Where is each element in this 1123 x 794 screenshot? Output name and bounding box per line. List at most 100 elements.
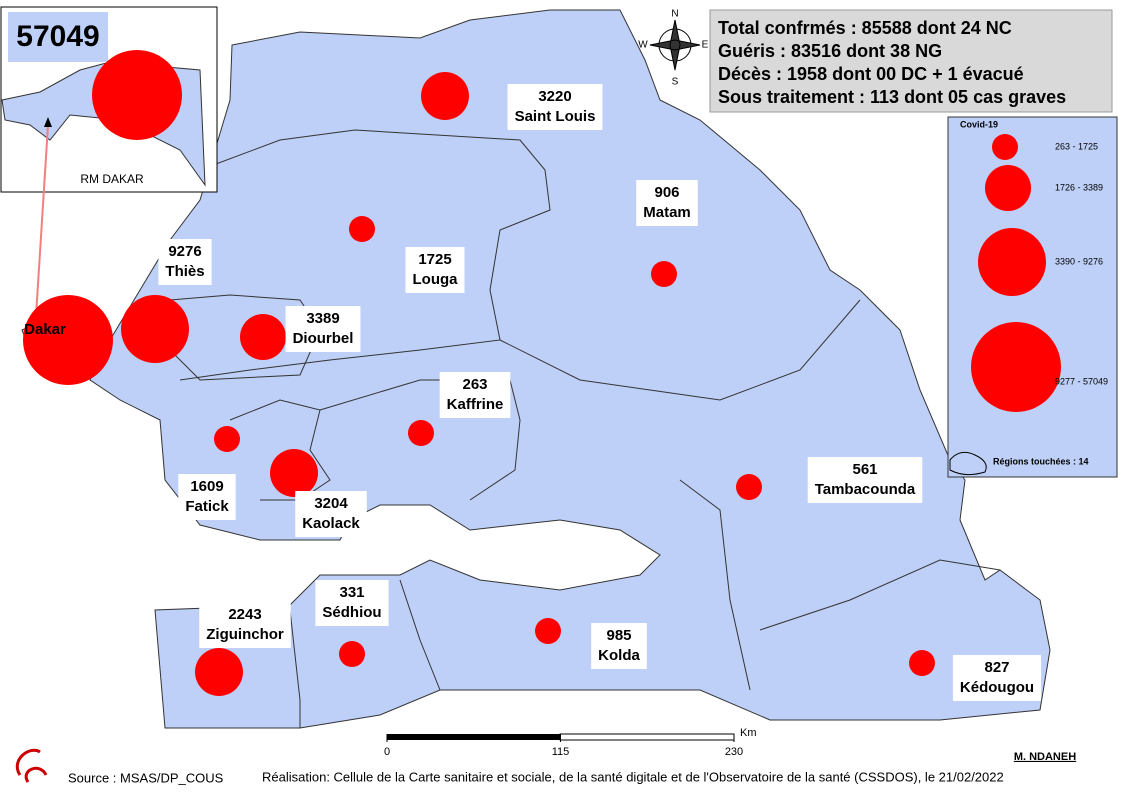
region-cases: 561 [852,461,877,478]
region-name: Dakar [24,321,66,338]
summary-line: Total confrmés : 85588 dont 24 NC [718,18,1012,38]
label-box [636,180,698,226]
legend-class: 9277 - 57049 [1055,376,1108,386]
legend-box [947,116,1118,478]
scale-unit: Km [740,727,757,739]
region-cases: 263 [462,376,487,393]
case-circle [270,449,318,497]
label-box [952,655,1042,701]
region-name: Kédougou [960,679,1034,696]
summary-line: Guéris : 83516 dont 38 NG [718,41,942,61]
label-box [158,239,212,285]
region-cases: 1609 [190,478,223,495]
summary-box [709,9,1113,113]
region-cases: 3220 [538,88,571,105]
label-box [405,247,465,293]
legend-circle [978,228,1046,296]
legend-circle [985,165,1031,211]
inset-pointer [34,124,49,333]
summary-line: Décès : 1958 dont 00 DC + 1 évacué [718,64,1024,84]
legend-class: 3390 - 9276 [1055,256,1103,266]
region-name: Thiès [165,263,204,280]
label-box [178,474,236,520]
label-box [199,602,291,648]
case-circle [92,50,182,140]
case-circle [909,650,935,676]
region-cases: 331 [339,584,364,601]
pointer-arrow [44,117,52,127]
region-name: Kaffrine [447,396,504,413]
region-name: Louga [413,271,459,288]
label-box [439,372,511,418]
case-circle [349,216,375,242]
case-circle [408,420,434,446]
case-circle [214,426,240,452]
compass-letter: S [672,77,679,88]
legend-circle [971,322,1061,412]
label-box [315,580,389,626]
case-circle [651,261,677,287]
case-circle [240,314,286,360]
inset-count: 57049 [16,20,99,53]
region-cases: 906 [654,184,679,201]
case-circle [23,295,113,385]
compass [649,19,701,71]
region-name: Tambacounda [815,481,916,498]
summary-line: Sous traitement : 113 dont 05 cas graves [718,87,1066,107]
border [319,379,521,501]
region-cases: 3389 [306,310,339,327]
region-name: Ziguinchor [206,626,284,643]
case-circle [421,72,469,120]
border [679,479,1001,691]
case-circle [339,641,365,667]
case-circle [736,474,762,500]
compass-letter: W [638,40,648,51]
label-box [285,306,361,352]
scale-label: 230 [725,746,743,758]
case-circle [121,295,189,363]
region-cases: 1725 [418,251,451,268]
scale-bar-white [559,733,735,741]
case-circle [535,618,561,644]
legend-class: 263 - 1725 [1055,141,1098,151]
label-box [591,623,647,669]
scale-label: 0 [384,746,390,758]
case-circle [195,648,243,696]
inset-count-box [8,12,108,62]
legend-circle [992,134,1018,160]
region-name: Fatick [185,498,229,515]
label-box [295,491,367,537]
region-name: Matam [643,204,691,221]
label-box [507,84,603,130]
border [179,129,551,381]
region-cases: 2243 [228,606,261,623]
region-cases: 827 [984,659,1009,676]
scale-bar-black [387,734,560,740]
label-box [807,457,923,503]
region-cases: 9276 [168,243,201,260]
inset-label: RM DAKAR [80,172,144,186]
logo [16,748,48,783]
border [499,299,861,401]
legend-title: Covid-19 [960,119,998,129]
compass-letter: N [671,9,678,20]
region-name: Kolda [598,647,640,664]
region-cases: 3204 [314,495,348,512]
region-name: Diourbel [293,330,354,347]
region-cases: 985 [606,627,631,644]
compass-letter: E [702,40,709,51]
scale-label: 115 [552,746,570,758]
region-name: Kaolack [302,515,360,532]
author: M. NDANEH [1014,751,1076,763]
legend-region-icon [949,451,987,476]
region-name: Sédhiou [322,604,381,621]
region-name: Saint Louis [515,108,596,125]
legend-class: 1726 - 3389 [1055,182,1103,192]
credit: Réalisation: Cellule de la Carte sanitai… [262,769,1004,784]
border [289,579,441,728]
compass-star [649,19,701,71]
source: Source : MSAS/DP_COUS [68,770,224,785]
legend-footer: Régions touchées : 14 [993,456,1089,466]
